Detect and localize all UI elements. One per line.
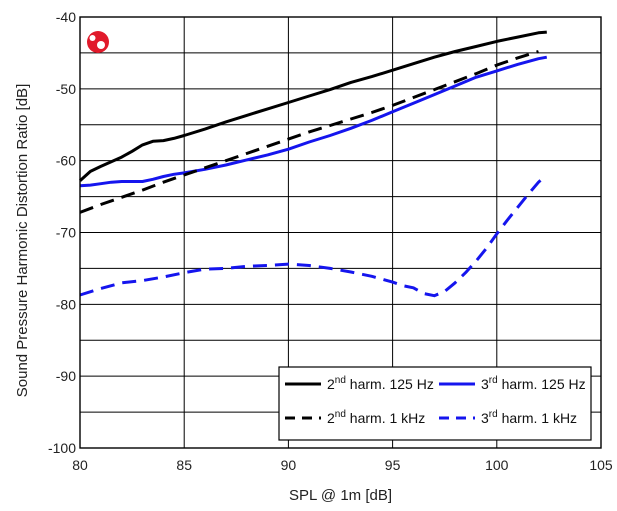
legend-box xyxy=(278,366,592,441)
legend-label-number: 2 xyxy=(327,376,335,392)
x-tick-label: 105 xyxy=(589,457,613,473)
legend-label-h2_1k: 2nd harm. 1 kHz xyxy=(327,409,425,426)
y-tick-label: -60 xyxy=(56,153,76,169)
x-tick-label: 90 xyxy=(281,457,297,473)
legend-label-suffix: nd xyxy=(335,375,346,386)
legend-label-h2_125: 2nd harm. 125 Hz xyxy=(327,375,434,392)
legend-label-suffix: nd xyxy=(335,409,346,420)
legend-label-suffix: rd xyxy=(489,375,498,386)
series-line-h2_1k xyxy=(79,50,539,214)
y-tick-label: -50 xyxy=(56,81,76,97)
legend-label-h3_1k: 3rd harm. 1 kHz xyxy=(481,409,577,426)
y-axis-label: Sound Pressure Harmonic Distortion Ratio… xyxy=(14,84,31,397)
x-tick-labels: 80 85 90 95 100 105 xyxy=(72,457,613,473)
y-tick-label: -70 xyxy=(56,225,76,241)
red-circle-logo xyxy=(87,31,109,53)
plot-frame xyxy=(79,16,602,449)
y-tick-label: -80 xyxy=(56,296,76,312)
x-tick-label: 95 xyxy=(385,457,401,473)
legend-label-suffix: rd xyxy=(489,409,498,420)
legend-label-text: harm. 125 Hz xyxy=(346,376,434,392)
x-tick-label: 100 xyxy=(485,457,509,473)
legend-label-h3_125: 3rd harm. 125 Hz xyxy=(481,375,586,392)
series-line-h3_125 xyxy=(79,55,548,188)
series-line-h2_125 xyxy=(78,30,547,182)
y-tick-labels: -40 -50 -60 -70 -80 -90 -100 xyxy=(48,9,76,456)
legend-label-text: harm. 1 kHz xyxy=(346,410,425,426)
legend-label-number: 3 xyxy=(481,376,489,392)
x-axis-label: SPL @ 1m [dB] xyxy=(289,487,392,504)
y-tick-label: -100 xyxy=(48,440,76,456)
legend-label-text: harm. 1 kHz xyxy=(498,410,577,426)
legend-label-number: 2 xyxy=(327,410,335,426)
legend-label-text: harm. 125 Hz xyxy=(498,376,586,392)
y-tick-label: -40 xyxy=(56,9,76,25)
series-lines xyxy=(78,30,548,298)
legend-label-number: 3 xyxy=(481,410,489,426)
series-line-h3_1k xyxy=(79,175,546,298)
x-tick-label: 80 xyxy=(72,457,88,473)
y-tick-label: -90 xyxy=(56,368,76,384)
x-tick-label: 85 xyxy=(176,457,192,473)
